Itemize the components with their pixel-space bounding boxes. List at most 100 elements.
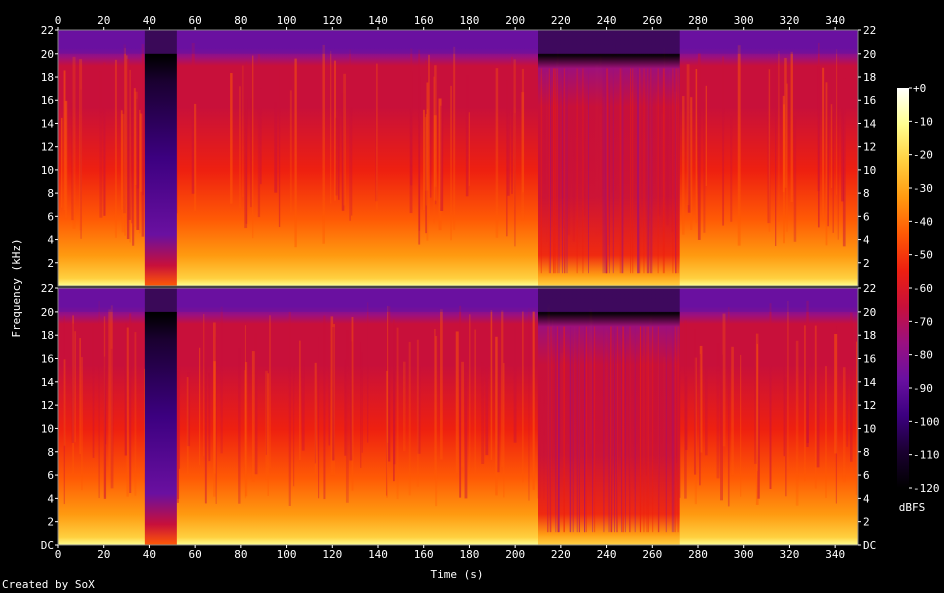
spectral-streak [474,329,476,473]
spectral-streak [63,315,65,505]
spectral-streak [351,106,353,216]
x-tick-label-top: 300 [734,14,754,27]
y-tick-label-right: 18 [863,329,876,342]
y-tick-label-right: 12 [863,141,876,154]
spectral-streak [727,307,730,507]
spectral-streak [199,347,201,466]
x-tick-label-bottom: 60 [189,548,202,561]
spectral-streak [846,326,849,447]
x-tick-label-top: 60 [189,14,202,27]
y-tick-label-left: DC [41,539,54,552]
colorbar-tick-label: -20 [913,149,933,162]
spectral-streak [177,368,180,499]
spectral-streak [522,310,524,483]
y-tick-label-right: 8 [863,446,870,459]
spectral-streak [637,68,639,274]
spectral-streak [634,326,636,533]
spectral-streak [549,326,551,533]
spectral-streak [464,361,468,499]
spectral-streak [128,66,131,220]
spectral-streak [136,98,140,230]
spectral-streak [333,324,335,476]
spectral-streak [252,55,254,239]
spectral-streak [548,68,550,274]
spectral-streak [572,326,574,533]
spectral-streak [731,346,734,476]
spectral-streak [194,103,197,211]
spectral-streak [497,340,500,473]
y-tick-label-left: 18 [41,329,54,342]
spectral-streak [767,115,771,224]
spectral-streak [503,363,505,498]
spectral-streak [360,341,362,468]
spectral-streak [417,331,421,454]
spectral-streak [616,326,618,533]
spectral-streak [244,370,246,465]
colorbar-tick-label: +0 [913,82,926,95]
spectral-streak [720,354,724,501]
x-tick-label-bottom: 260 [642,548,662,561]
spectral-streak [387,305,389,443]
spectral-streak [329,50,332,204]
spectral-streak [755,333,759,505]
y-tick-label-left: 12 [41,399,54,412]
y-tick-label-right: 10 [863,422,876,435]
spectral-streak [606,68,608,274]
spectral-streak [72,315,74,475]
spectral-streak [501,310,504,468]
y-tick-label-right: 4 [863,492,870,505]
spectral-streak [332,327,335,461]
spectral-streak [103,62,106,216]
spectral-streak [806,300,809,447]
spectral-streak [137,102,140,189]
y-tick-label-left: 12 [41,141,54,154]
spectral-streak [132,80,135,246]
spectral-streak [657,326,659,533]
spectral-streak [566,68,568,274]
spectral-streak [673,326,675,533]
spectral-streak [662,68,664,274]
spectral-streak [495,336,498,496]
spectral-streak [215,336,217,504]
spectral-streak [322,44,325,244]
spectral-streak [191,43,195,194]
y-tick-label-right: 14 [863,376,877,389]
spectral-streak [361,352,363,453]
spectral-streak [834,334,838,454]
colorbar-tick-label: -30 [913,182,933,195]
x-tick-label-bottom: 240 [597,548,617,561]
x-tick-label-bottom: 120 [322,548,342,561]
spectral-streak [652,326,654,533]
spectral-streak [650,68,652,274]
spectral-streak [514,112,516,247]
spectral-streak [335,117,338,196]
spectral-streak [410,48,413,186]
spectral-streak [740,354,742,497]
spectral-streak [114,59,117,238]
spectral-streak [785,83,788,232]
spectral-streak [433,115,437,201]
colorbar-label: dBFS [899,501,926,514]
y-tick-label-right: 10 [863,164,876,177]
spectral-streak [621,68,623,274]
y-tick-label-left: 22 [41,24,54,37]
spectral-streak [547,326,549,533]
spectral-streak [435,83,437,205]
colorbar-tick-label: -70 [913,315,933,328]
y-tick-label-right: DC [863,539,876,552]
spectral-streak [814,325,817,489]
colorbar-tick-label: -120 [913,482,940,495]
spectral-streak [120,110,123,210]
spectral-streak [576,326,578,533]
spectral-streak [790,51,793,203]
spectral-streak [134,91,138,186]
spectral-streak [677,326,679,533]
colorbar-tick-label: -80 [913,349,933,362]
spectral-streak [418,49,421,245]
spectral-streak [570,326,572,533]
x-tick-label-top: 20 [97,14,110,27]
spectral-streak [621,326,623,533]
x-axis-label: Time (s) [431,568,484,581]
spectral-streak [434,329,436,480]
